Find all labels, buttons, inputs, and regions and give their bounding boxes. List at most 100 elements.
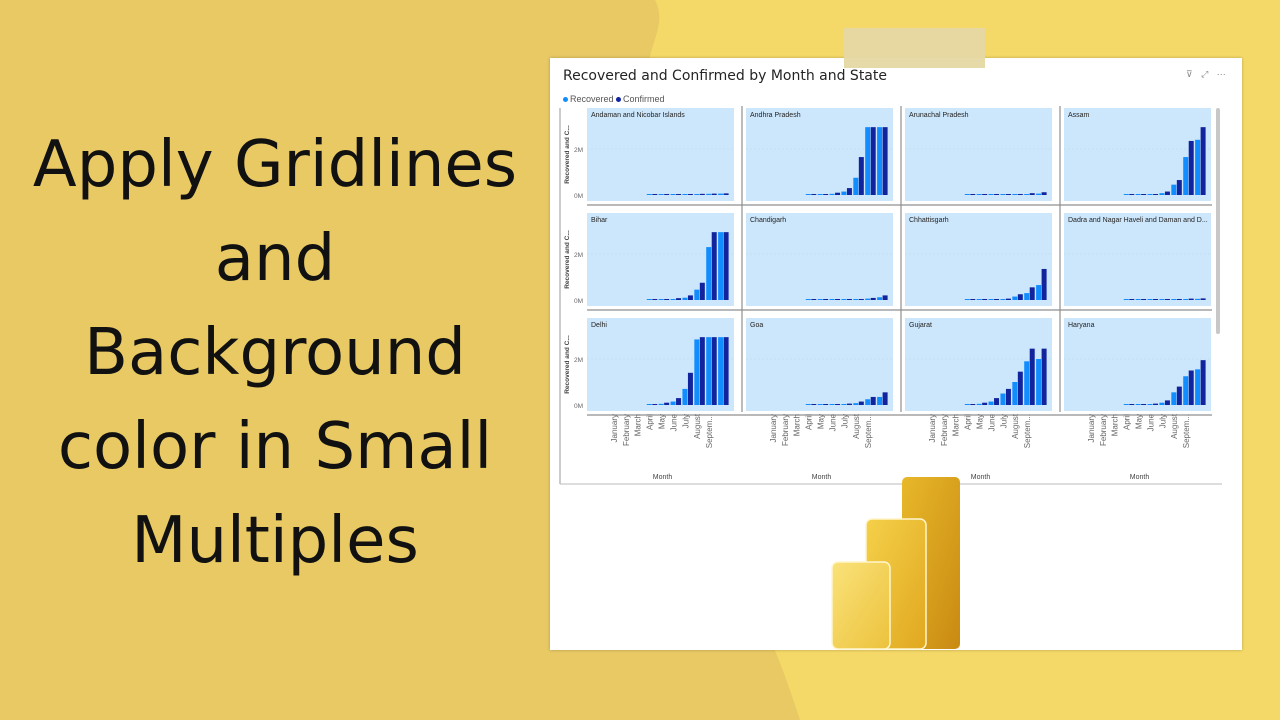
bar-confirmed[interactable] <box>723 337 729 405</box>
bar-recovered[interactable] <box>865 127 871 195</box>
bar-confirmed[interactable] <box>699 337 705 405</box>
bar-confirmed[interactable] <box>1041 192 1047 195</box>
bar-recovered[interactable] <box>805 194 811 195</box>
bar-recovered[interactable] <box>877 127 883 195</box>
bar-recovered[interactable] <box>1171 392 1177 405</box>
bar-confirmed[interactable] <box>711 193 717 195</box>
bar-confirmed[interactable] <box>994 398 1000 405</box>
bar-confirmed[interactable] <box>1005 194 1011 195</box>
bar-confirmed[interactable] <box>870 297 876 300</box>
bar-confirmed[interactable] <box>823 194 829 195</box>
bar-confirmed[interactable] <box>1188 140 1194 195</box>
bar-confirmed[interactable] <box>1188 370 1194 406</box>
bar-confirmed[interactable] <box>1129 299 1135 300</box>
bar-recovered[interactable] <box>658 299 664 300</box>
bar-confirmed[interactable] <box>1129 404 1135 405</box>
bar-confirmed[interactable] <box>823 299 829 300</box>
bar-recovered[interactable] <box>1000 393 1006 406</box>
bar-confirmed[interactable] <box>823 404 829 405</box>
bar-recovered[interactable] <box>1183 157 1189 195</box>
bar-confirmed[interactable] <box>687 372 693 405</box>
bar-recovered[interactable] <box>829 404 835 405</box>
bar-confirmed[interactable] <box>870 396 876 405</box>
bar-confirmed[interactable] <box>711 232 717 300</box>
bar-confirmed[interactable] <box>858 401 864 405</box>
bar-confirmed[interactable] <box>711 337 717 405</box>
bar-confirmed[interactable] <box>982 402 988 405</box>
bar-recovered[interactable] <box>1024 361 1030 405</box>
bar-confirmed[interactable] <box>835 404 841 405</box>
bar-recovered[interactable] <box>988 299 994 300</box>
bar-confirmed[interactable] <box>1164 400 1170 405</box>
bar-recovered[interactable] <box>1183 376 1189 405</box>
bar-confirmed[interactable] <box>1029 193 1035 195</box>
bar-recovered[interactable] <box>706 193 712 195</box>
bar-recovered[interactable] <box>976 194 982 195</box>
bar-recovered[interactable] <box>1135 299 1141 300</box>
bar-recovered[interactable] <box>1159 402 1165 405</box>
bar-confirmed[interactable] <box>1041 268 1047 300</box>
bar-confirmed[interactable] <box>652 194 658 195</box>
bar-recovered[interactable] <box>646 194 652 195</box>
visual-header-icons[interactable]: ⊽ ⤢ ⋯ <box>1186 69 1229 80</box>
bar-confirmed[interactable] <box>982 299 988 300</box>
bar-confirmed[interactable] <box>1153 194 1159 195</box>
bar-recovered[interactable] <box>877 396 883 405</box>
bar-recovered[interactable] <box>1036 359 1042 405</box>
bar-recovered[interactable] <box>1171 184 1177 195</box>
bar-recovered[interactable] <box>1036 193 1042 195</box>
bar-confirmed[interactable] <box>723 232 729 300</box>
bar-recovered[interactable] <box>1195 139 1201 195</box>
bar-recovered[interactable] <box>694 194 700 195</box>
bar-recovered[interactable] <box>1171 299 1177 300</box>
bar-confirmed[interactable] <box>1200 360 1206 405</box>
bar-recovered[interactable] <box>1195 298 1201 300</box>
bar-recovered[interactable] <box>841 299 847 300</box>
bar-recovered[interactable] <box>706 247 712 300</box>
bar-confirmed[interactable] <box>835 299 841 300</box>
bar-confirmed[interactable] <box>676 298 682 300</box>
bar-confirmed[interactable] <box>664 402 670 405</box>
bar-confirmed[interactable] <box>664 299 670 300</box>
header-icons-glyphs[interactable]: ⊽ ⤢ ⋯ <box>1186 69 1229 79</box>
bar-confirmed[interactable] <box>846 403 852 405</box>
bar-recovered[interactable] <box>1135 404 1141 405</box>
bar-recovered[interactable] <box>718 232 724 300</box>
bar-recovered[interactable] <box>1024 194 1030 195</box>
bar-recovered[interactable] <box>841 191 847 195</box>
bar-confirmed[interactable] <box>652 299 658 300</box>
bar-confirmed[interactable] <box>699 193 705 195</box>
bar-confirmed[interactable] <box>970 404 976 405</box>
bar-confirmed[interactable] <box>699 282 705 300</box>
vertical-scrollbar[interactable] <box>1216 108 1220 334</box>
bar-recovered[interactable] <box>1159 299 1165 300</box>
bar-recovered[interactable] <box>988 401 994 405</box>
bar-confirmed[interactable] <box>882 127 888 195</box>
bar-recovered[interactable] <box>646 404 652 405</box>
bar-recovered[interactable] <box>694 289 700 300</box>
bar-recovered[interactable] <box>1135 194 1141 195</box>
bar-recovered[interactable] <box>1195 369 1201 405</box>
bar-recovered[interactable] <box>1012 382 1018 405</box>
bar-recovered[interactable] <box>829 299 835 300</box>
bar-recovered[interactable] <box>658 403 664 405</box>
bar-confirmed[interactable] <box>1017 371 1023 405</box>
bar-recovered[interactable] <box>817 299 823 300</box>
bar-confirmed[interactable] <box>1141 404 1147 405</box>
bar-confirmed[interactable] <box>1188 298 1194 300</box>
bar-recovered[interactable] <box>1000 299 1006 300</box>
bar-recovered[interactable] <box>964 194 970 195</box>
bar-recovered[interactable] <box>817 404 823 405</box>
bar-recovered[interactable] <box>1024 293 1030 300</box>
bar-recovered[interactable] <box>658 194 664 195</box>
bar-confirmed[interactable] <box>811 404 817 405</box>
bar-confirmed[interactable] <box>1017 294 1023 300</box>
bar-confirmed[interactable] <box>687 194 693 195</box>
bar-confirmed[interactable] <box>835 192 841 195</box>
bar-recovered[interactable] <box>817 194 823 195</box>
bar-confirmed[interactable] <box>970 299 976 300</box>
bar-confirmed[interactable] <box>1129 194 1135 195</box>
bar-recovered[interactable] <box>1123 404 1129 405</box>
bar-recovered[interactable] <box>988 194 994 195</box>
bar-recovered[interactable] <box>1147 299 1153 300</box>
